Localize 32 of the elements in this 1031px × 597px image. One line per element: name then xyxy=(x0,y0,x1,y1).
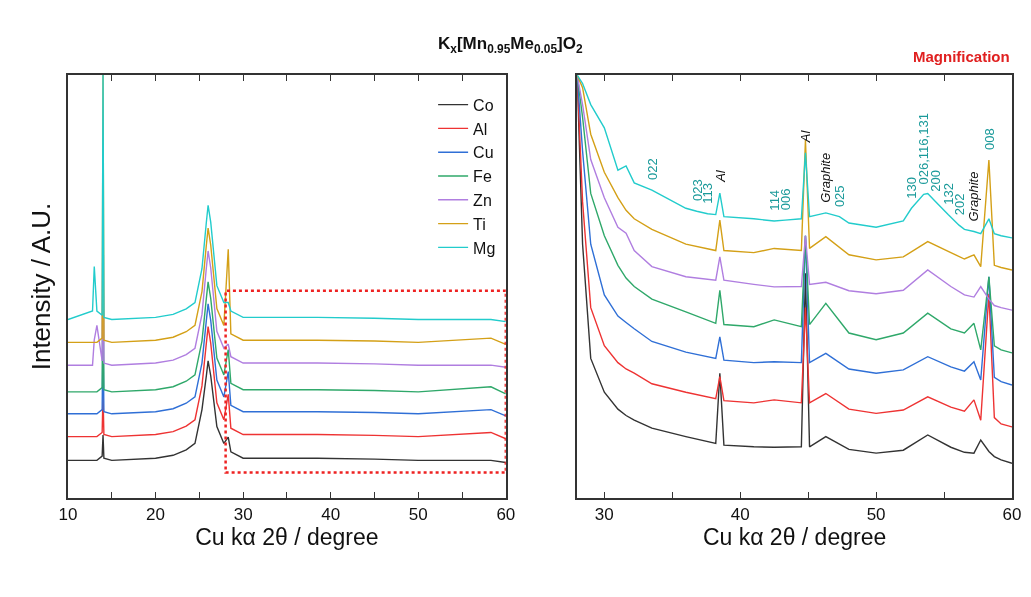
x-tick-label: 30 xyxy=(233,505,253,525)
annotation: 022 xyxy=(644,158,660,180)
legend-label: Co xyxy=(473,96,494,114)
chart-title: Magnification xyxy=(913,48,1010,65)
x-tick-label: 60 xyxy=(1002,505,1022,525)
annotation: Graphite xyxy=(966,171,982,222)
x-axis-title: Cu kα 2θ / degree xyxy=(195,524,379,551)
annotation: 200 xyxy=(928,170,943,192)
legend-label: Mg xyxy=(473,239,496,257)
x-axis-title: Cu kα 2θ / degree xyxy=(702,524,887,551)
legend-label: Al xyxy=(473,120,488,138)
x-tick-label: 40 xyxy=(321,505,341,525)
y-axis-title: Intensity / A.U. xyxy=(26,202,57,371)
annotation: Al xyxy=(712,169,728,183)
x-tick-label: 40 xyxy=(730,505,750,525)
annotation: 008 xyxy=(981,128,997,150)
annotation: 132 xyxy=(940,183,956,205)
x-tick-label: 60 xyxy=(496,505,516,525)
annotation: Al xyxy=(797,129,813,144)
annotation: 114 xyxy=(766,189,782,211)
legend-label: Cu xyxy=(473,144,494,162)
legend-label: Ti xyxy=(473,215,486,233)
x-tick-label: 50 xyxy=(866,505,886,525)
x-tick-label: 30 xyxy=(594,505,614,525)
x-tick-label: 10 xyxy=(58,505,78,525)
x-tick-label: 50 xyxy=(408,505,428,525)
x-tick-label: 20 xyxy=(146,505,166,525)
legend-label: Zn xyxy=(473,192,492,210)
annotation: 025 xyxy=(831,185,847,208)
annotation: Graphite xyxy=(817,152,833,203)
chart-title: K$_{x}$[Mn$_{0.95}$Me$_{0.05}$]O$_{2}$ xyxy=(438,34,583,56)
legend-label: Fe xyxy=(473,168,492,186)
